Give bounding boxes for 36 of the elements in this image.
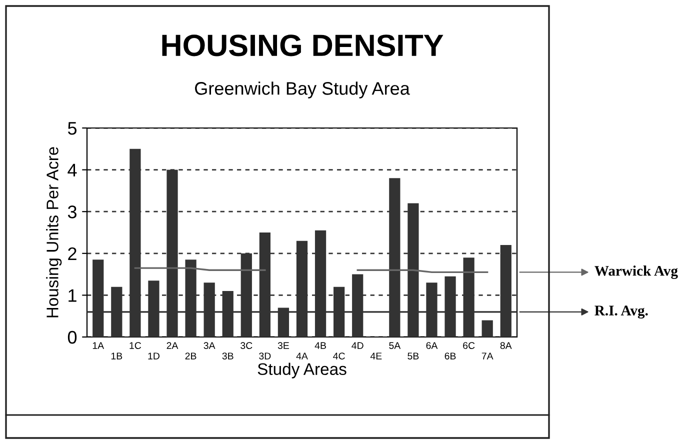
x-tick-label: 5A bbox=[389, 342, 401, 349]
x-tick-label: 2A bbox=[166, 342, 178, 349]
x-tick-label: 4D bbox=[352, 342, 364, 349]
x-tick-label: 1D bbox=[148, 352, 160, 360]
x-tick-label: 6A bbox=[426, 342, 438, 349]
x-tick-label: 3C bbox=[240, 342, 252, 349]
x-axis-title: Study Areas bbox=[258, 362, 346, 378]
chart-title: HOUSING DENSITY bbox=[162, 34, 444, 56]
x-tick-label: 8A bbox=[500, 342, 512, 349]
x-tick-label: 4C bbox=[333, 352, 345, 360]
x-tick-label: 3B bbox=[222, 352, 234, 360]
y-tick-label: 5 bbox=[68, 122, 77, 135]
x-tick-label: 2B bbox=[185, 352, 196, 360]
x-tick-label: 4B bbox=[314, 342, 326, 349]
y-tick-label: 2 bbox=[68, 247, 76, 260]
legend-label: Warwick Avg bbox=[594, 266, 678, 279]
x-tick-label: 6C bbox=[463, 342, 475, 349]
y-tick-label: 3 bbox=[68, 206, 76, 218]
x-tick-label: 3E bbox=[278, 342, 289, 349]
x-tick-label: 1A bbox=[92, 342, 104, 349]
x-tick-label: 5B bbox=[408, 352, 419, 360]
ref-line-label: R.I. Avg. bbox=[594, 306, 648, 319]
x-tick-label: 3D bbox=[259, 352, 271, 360]
y-axis-title: Housing Units Per Acre bbox=[46, 147, 62, 318]
y-tick-label: 4 bbox=[68, 164, 77, 176]
x-tick-label: 3A bbox=[204, 342, 216, 349]
y-tick-label: 0 bbox=[68, 330, 77, 344]
x-tick-label: 4A bbox=[296, 352, 308, 360]
x-tick-label: 6B bbox=[444, 352, 456, 360]
x-tick-label: 4E bbox=[370, 352, 382, 360]
x-tick-label: 7A bbox=[482, 352, 494, 360]
x-tick-label: 1B bbox=[111, 352, 122, 360]
x-tick-label: 1C bbox=[130, 342, 142, 349]
chart-subtitle: Greenwich Bay Study Area bbox=[195, 82, 410, 98]
y-tick-label: 1 bbox=[68, 289, 76, 302]
bar bbox=[482, 320, 493, 337]
